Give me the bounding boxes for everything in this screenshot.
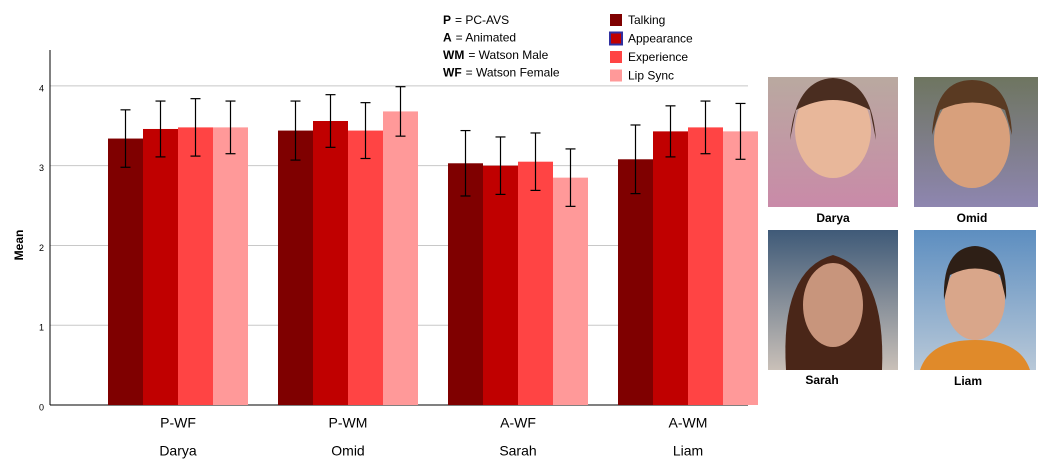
photo-label: Sarah bbox=[805, 373, 838, 387]
legend-swatch bbox=[610, 14, 622, 26]
legend-swatch bbox=[610, 51, 622, 63]
legend-label: Lip Sync bbox=[628, 69, 674, 83]
x-tick-label: A-WF bbox=[500, 415, 536, 431]
bar bbox=[618, 159, 653, 405]
x-tick-label: A-WM bbox=[669, 415, 708, 431]
bar bbox=[213, 127, 248, 405]
y-tick-label: 2 bbox=[39, 243, 44, 253]
key-text: = Animated bbox=[456, 31, 516, 45]
legend-label: Experience bbox=[628, 50, 688, 64]
key-entry: WM = Watson Male bbox=[443, 48, 549, 62]
x-tick-label: P-WF bbox=[160, 415, 196, 431]
key-entry: WF = Watson Female bbox=[443, 66, 560, 80]
bar bbox=[178, 127, 213, 405]
x-tick-label: P-WM bbox=[329, 415, 368, 431]
bar bbox=[653, 131, 688, 405]
legend-swatch bbox=[610, 33, 622, 45]
face bbox=[803, 263, 863, 347]
bar bbox=[688, 127, 723, 405]
bar bbox=[553, 178, 588, 405]
bar bbox=[448, 163, 483, 405]
y-tick-label: 0 bbox=[39, 402, 44, 412]
key-text: = Watson Male bbox=[468, 48, 548, 62]
photo-label: Liam bbox=[954, 374, 982, 388]
key-entry: A = Animated bbox=[443, 31, 516, 45]
y-tick-label: 1 bbox=[39, 323, 44, 333]
bar bbox=[483, 166, 518, 405]
key-abbr: WF bbox=[443, 66, 462, 80]
x-sub-label: Sarah bbox=[499, 443, 536, 459]
bar bbox=[313, 121, 348, 405]
key-abbr: P bbox=[443, 13, 451, 27]
bar bbox=[143, 129, 178, 405]
y-tick-label: 4 bbox=[39, 83, 44, 93]
key-abbr: A bbox=[443, 31, 452, 45]
legend-swatch bbox=[610, 70, 622, 82]
x-sub-label: Darya bbox=[159, 443, 197, 459]
legend-label: Talking bbox=[628, 13, 665, 27]
key-text: = Watson Female bbox=[466, 66, 560, 80]
chart: Mean 0 1 2 3 4 P-WF Darya P-WM Omid A-WF Sarah A-WM… bbox=[0, 0, 1038, 459]
bar bbox=[278, 131, 313, 405]
x-sub-label: Omid bbox=[331, 443, 364, 459]
x-sub-label: Liam bbox=[673, 443, 703, 459]
key-abbr: WM bbox=[443, 48, 464, 62]
bar bbox=[723, 131, 758, 405]
photo-label: Darya bbox=[816, 211, 850, 225]
bar bbox=[108, 139, 143, 405]
page: Mean 0 1 2 3 4 P-WF Darya P-WM Omid A-WF Sarah A-WM… bbox=[0, 0, 1038, 459]
bar bbox=[348, 131, 383, 405]
key-entry: P = PC-AVS bbox=[443, 13, 509, 27]
bar bbox=[383, 111, 418, 405]
legend-label: Appearance bbox=[628, 32, 693, 46]
y-tick-label: 3 bbox=[39, 163, 44, 173]
y-axis-label: Mean bbox=[12, 230, 26, 261]
bar bbox=[518, 162, 553, 405]
photo-label: Omid bbox=[957, 211, 988, 225]
key-text: = PC-AVS bbox=[455, 13, 509, 27]
photos bbox=[768, 77, 1038, 370]
